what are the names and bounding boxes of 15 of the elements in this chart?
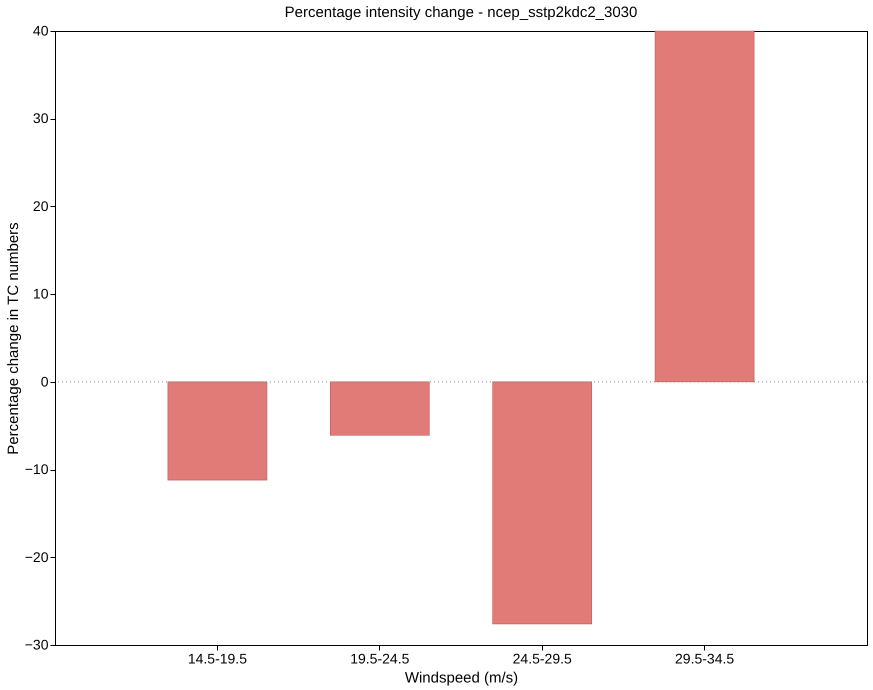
x-tick-label: 14.5-19.5 <box>188 650 248 666</box>
y-axis-title: Percentage change in TC numbers <box>4 222 22 455</box>
y-tick-label: −30 <box>24 636 49 652</box>
y-tick-label: 0 <box>40 373 49 390</box>
y-tick-label: 10 <box>32 286 49 302</box>
chart-title: Percentage intensity change - ncep_sstp2kdc2_3030 <box>284 4 638 21</box>
x-tick-label: 29.5-34.5 <box>675 650 734 666</box>
y-tick-label: 20 <box>32 198 49 214</box>
x-tick-label: 19.5-24.5 <box>350 650 410 666</box>
x-axis-title: Windspeed (m/s) <box>404 670 518 686</box>
y-tick-label: −10 <box>24 461 49 478</box>
y-tick-label: 40 <box>32 22 49 38</box>
y-tick-label: 30 <box>32 110 49 126</box>
y-tick-label: −20 <box>24 548 49 565</box>
x-tick-label: 24.5-29.5 <box>512 650 572 666</box>
